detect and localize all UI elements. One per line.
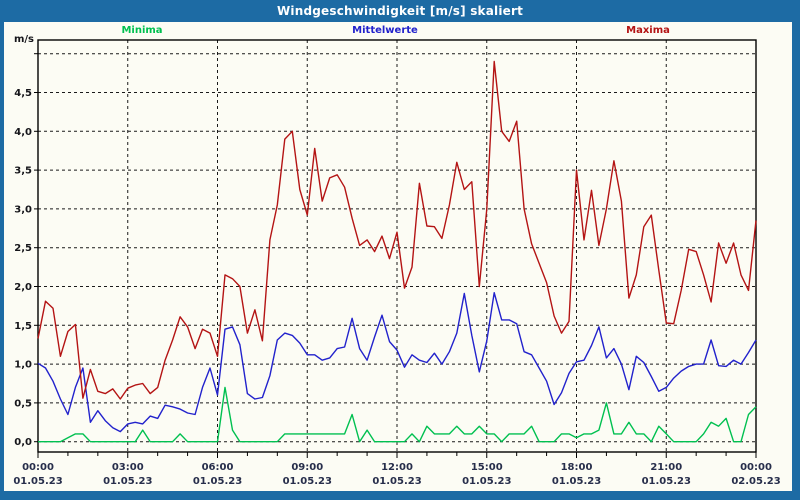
y-tick-label: 3,0 [14,204,32,215]
page-title: Windgeschwindigkeit [m/s] skaliert [276,4,524,18]
x-tick-time: 12:00 [381,462,413,473]
x-tick-date: 01.05.23 [552,476,601,487]
x-tick-time: 06:00 [202,462,234,473]
y-tick-label: 2,5 [14,243,32,254]
legend-maxima: Maxima [626,25,670,36]
y-tick-label: 1,5 [14,321,32,332]
title-bar: Windgeschwindigkeit [m/s] skaliert [0,0,800,22]
x-tick-time: 00:00 [740,462,772,473]
y-tick-label: 1,0 [14,360,32,371]
x-tick-time: 09:00 [291,462,323,473]
maxima-series-line [37,60,757,400]
minima-series-line [38,386,757,443]
y-tick-label: 2,0 [14,282,32,293]
chart-panel [4,22,792,491]
legend-mittelwerte: Mittelwerte [352,25,418,36]
y-axis-unit-label: m/s [13,34,34,45]
y-tick-label: 4,0 [14,127,32,138]
x-tick-date: 02.05.23 [731,476,780,487]
mittelwerte-series-line [37,292,757,433]
y-tick-label: 3,5 [14,166,32,177]
y-tick-label: 0,0 [14,437,32,448]
x-tick-time: 00:00 [22,462,54,473]
legend-minima: Minima [121,25,163,36]
x-tick-time: 21:00 [650,462,682,473]
x-tick-time: 15:00 [471,462,503,473]
x-tick-date: 01.05.23 [103,476,152,487]
x-tick-date: 01.05.23 [13,476,62,487]
x-tick-time: 03:00 [112,462,144,473]
y-tick-label: 0,5 [14,398,32,409]
x-tick-date: 01.05.23 [283,476,332,487]
x-tick-date: 01.05.23 [193,476,242,487]
x-tick-date: 01.05.23 [462,476,511,487]
x-tick-date: 01.05.23 [642,476,691,487]
x-tick-time: 18:00 [561,462,593,473]
y-tick-label: 4,5 [14,88,32,99]
x-tick-date: 01.05.23 [372,476,421,487]
